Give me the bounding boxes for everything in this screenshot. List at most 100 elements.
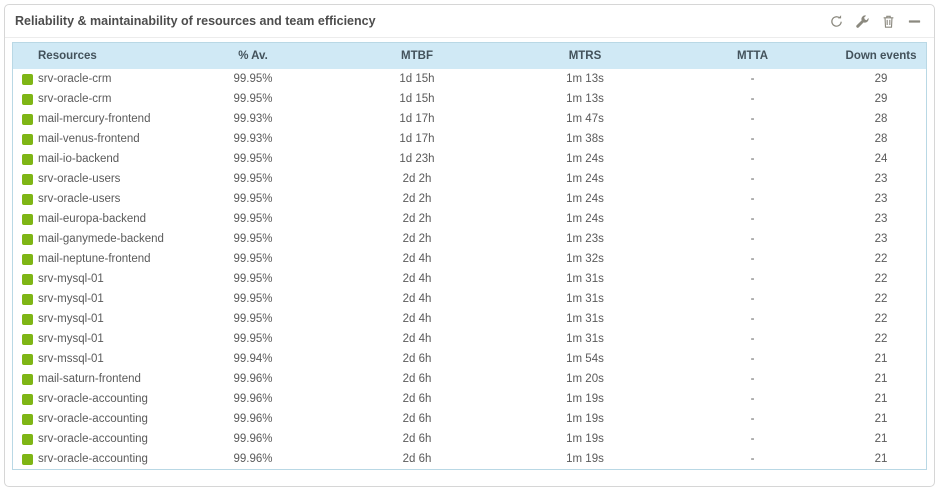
- status-ok-icon: [22, 373, 33, 385]
- resource-name: srv-mysql-01: [38, 333, 104, 345]
- mtbf-cell: 1d 15h: [399, 73, 435, 85]
- down-events-cell: 21: [874, 413, 888, 425]
- reliability-table-container: Resources % Av. MTBF MTRS MTTA Down even…: [12, 42, 927, 470]
- down-events-cell: 28: [874, 133, 888, 145]
- status-ok-icon: [22, 93, 33, 105]
- mtbf-cell: 2d 4h: [402, 333, 432, 345]
- status-ok-icon: [22, 333, 33, 345]
- mtrs-cell: 1m 31s: [566, 313, 604, 325]
- table-row: srv-mysql-01 99.95% 2d 4h 1m 31s - 22: [13, 289, 926, 309]
- resource-cell: mail-mercury-frontend: [13, 109, 173, 129]
- status-ok-icon: [22, 313, 33, 325]
- table-row: srv-oracle-crm 99.95% 1d 15h 1m 13s - 29: [13, 69, 926, 89]
- resource-name: srv-mysql-01: [38, 293, 104, 305]
- down-events-cell: 22: [874, 313, 888, 325]
- mtrs-cell: 1m 31s: [566, 273, 604, 285]
- down-events-cell: 29: [874, 73, 888, 85]
- mtta-cell: -: [750, 73, 755, 85]
- resource-cell: srv-oracle-accounting: [13, 449, 173, 469]
- mtta-cell: -: [750, 413, 755, 425]
- resource-name: srv-mysql-01: [38, 273, 104, 285]
- status-ok-icon: [22, 213, 33, 225]
- column-header-mtbf: MTBF: [333, 43, 501, 69]
- status-ok-icon: [22, 153, 33, 165]
- mtbf-cell: 1d 17h: [399, 113, 435, 125]
- mtbf-cell: 2d 2h: [402, 213, 432, 225]
- mtrs-cell: 1m 31s: [566, 293, 604, 305]
- availability-cell: 99.93%: [233, 113, 273, 125]
- availability-cell: 99.95%: [233, 333, 273, 345]
- settings-wrench-icon[interactable]: [855, 14, 870, 29]
- table-row: srv-oracle-users 99.95% 2d 2h 1m 24s - 2…: [13, 169, 926, 189]
- table-row: mail-saturn-frontend 99.96% 2d 6h 1m 20s…: [13, 369, 926, 389]
- resource-name: mail-mercury-frontend: [38, 113, 151, 125]
- table-row: mail-venus-frontend 99.93% 1d 17h 1m 38s…: [13, 129, 926, 149]
- availability-cell: 99.95%: [233, 293, 273, 305]
- resource-name: srv-oracle-crm: [38, 93, 112, 105]
- delete-trash-icon[interactable]: [881, 14, 896, 29]
- mtbf-cell: 2d 6h: [402, 373, 432, 385]
- availability-cell: 99.96%: [233, 433, 273, 445]
- resource-name: srv-oracle-accounting: [38, 453, 148, 465]
- mtbf-cell: 2d 2h: [402, 193, 432, 205]
- table-row: srv-mysql-01 99.95% 2d 4h 1m 31s - 22: [13, 269, 926, 289]
- resource-cell: srv-oracle-accounting: [13, 409, 173, 429]
- status-ok-icon: [22, 413, 33, 425]
- table-row: srv-mysql-01 99.95% 2d 4h 1m 31s - 22: [13, 309, 926, 329]
- availability-cell: 99.95%: [233, 93, 273, 105]
- status-ok-icon: [22, 453, 33, 465]
- mtrs-cell: 1m 32s: [566, 253, 604, 265]
- collapse-minus-icon[interactable]: [907, 14, 922, 29]
- mtrs-cell: 1m 20s: [566, 373, 604, 385]
- mtrs-cell: 1m 38s: [566, 133, 604, 145]
- availability-cell: 99.95%: [233, 253, 273, 265]
- table-header-row: Resources % Av. MTBF MTRS MTTA Down even…: [13, 43, 926, 69]
- mtbf-cell: 2d 4h: [402, 273, 432, 285]
- mtrs-cell: 1m 19s: [566, 393, 604, 405]
- table-row: mail-europa-backend 99.95% 2d 2h 1m 24s …: [13, 209, 926, 229]
- table-row: srv-mssql-01 99.94% 2d 6h 1m 54s - 21: [13, 349, 926, 369]
- down-events-cell: 29: [874, 93, 888, 105]
- table-row: srv-oracle-accounting 99.96% 2d 6h 1m 19…: [13, 449, 926, 469]
- mtbf-cell: 1d 15h: [399, 93, 435, 105]
- mtta-cell: -: [750, 133, 755, 145]
- availability-cell: 99.94%: [233, 353, 273, 365]
- resource-name: srv-oracle-users: [38, 193, 121, 205]
- resource-cell: mail-io-backend: [13, 149, 173, 169]
- mtta-cell: -: [750, 293, 755, 305]
- refresh-icon[interactable]: [829, 14, 844, 29]
- mtbf-cell: 2d 4h: [402, 293, 432, 305]
- mtbf-cell: 2d 6h: [402, 453, 432, 465]
- resource-name: srv-oracle-accounting: [38, 433, 148, 445]
- resource-cell: srv-mysql-01: [13, 269, 173, 289]
- resource-cell: srv-oracle-accounting: [13, 429, 173, 449]
- resource-name: mail-venus-frontend: [38, 133, 140, 145]
- widget-toolbar: [829, 14, 922, 29]
- mtta-cell: -: [750, 233, 755, 245]
- mtbf-cell: 2d 6h: [402, 353, 432, 365]
- availability-cell: 99.95%: [233, 273, 273, 285]
- availability-cell: 99.95%: [233, 213, 273, 225]
- table-body: srv-oracle-crm 99.95% 1d 15h 1m 13s - 29…: [13, 69, 926, 469]
- resource-cell: srv-oracle-users: [13, 189, 173, 209]
- availability-cell: 99.95%: [233, 313, 273, 325]
- down-events-cell: 21: [874, 353, 888, 365]
- down-events-cell: 21: [874, 433, 888, 445]
- mtta-cell: -: [750, 213, 755, 225]
- resource-cell: srv-mysql-01: [13, 309, 173, 329]
- availability-cell: 99.95%: [233, 233, 273, 245]
- mtrs-cell: 1m 13s: [566, 93, 604, 105]
- availability-cell: 99.96%: [233, 373, 273, 385]
- resource-name: srv-mssql-01: [38, 353, 104, 365]
- status-ok-icon: [22, 273, 33, 285]
- mtbf-cell: 2d 4h: [402, 253, 432, 265]
- status-ok-icon: [22, 173, 33, 185]
- down-events-cell: 21: [874, 453, 888, 465]
- mtrs-cell: 1m 24s: [566, 173, 604, 185]
- widget-header: Reliability & maintainability of resourc…: [5, 5, 934, 38]
- down-events-cell: 23: [874, 193, 888, 205]
- down-events-cell: 23: [874, 173, 888, 185]
- mtta-cell: -: [750, 313, 755, 325]
- mtrs-cell: 1m 19s: [566, 453, 604, 465]
- table-row: srv-oracle-accounting 99.96% 2d 6h 1m 19…: [13, 429, 926, 449]
